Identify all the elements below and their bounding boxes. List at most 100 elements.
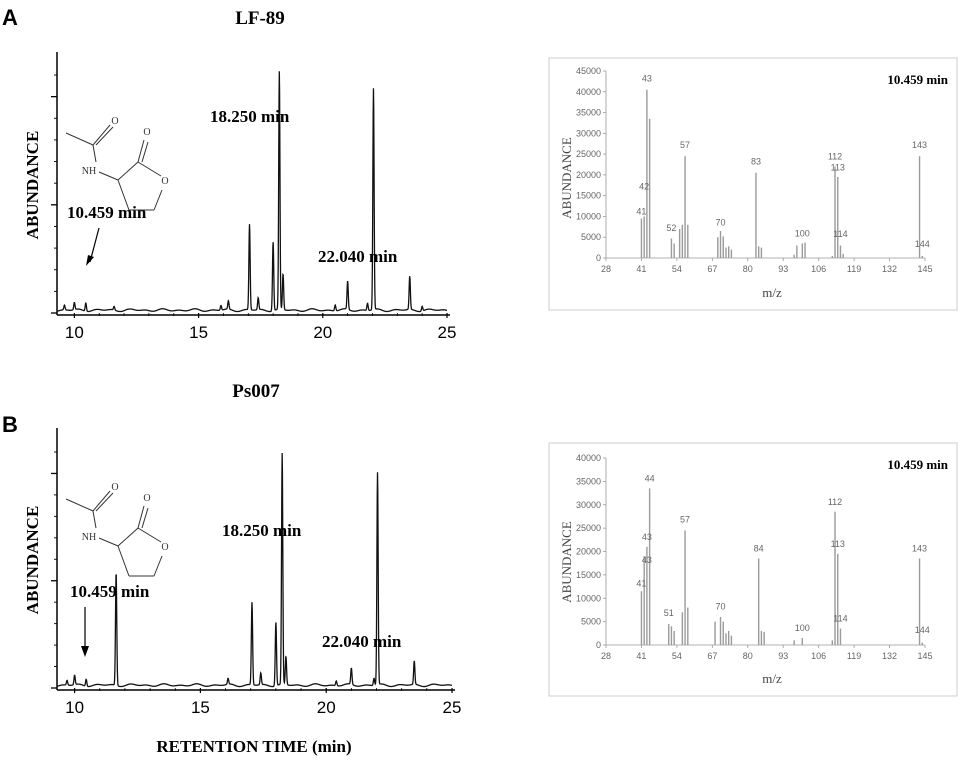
spectrum-b: 0 5000 10000 15000 20000 25000 30000 35000 40000… [576,453,933,661]
molecule-structure-a: O NH O O [65,116,169,211]
structure-atom-o: O [161,542,168,553]
spectrum-b-ytick-label: 30000 [576,500,601,510]
structure-atom-o: O [111,116,118,127]
structure-bond [137,505,145,529]
spectrum-b-peak-label: 43 [642,555,652,565]
spectrum-a-xtick-label: 106 [811,264,826,274]
spectrum-a-xlabel: m/z [762,285,782,300]
structure-atom-o: O [161,176,168,187]
spectrum-a-ytick-label: 10000 [576,211,601,221]
spectrum-a-peak-label: 114 [833,229,847,239]
spectrum-b-xtick-label: 119 [847,651,861,661]
structure-bond [117,545,130,577]
spectrum-b-xtick-label: 41 [636,651,646,661]
spectrum-b-peak-label: 143 [912,544,927,554]
spectrum-a-peak-label: 42 [639,181,649,191]
chromatogram-b-xtick-label: 25 [443,698,462,717]
spectrum-a-ytick-label: 25000 [576,149,601,159]
spectrum-a-title: 10.459 min [887,72,948,87]
spectrum-a-peak-label: 144 [915,239,930,249]
annotation-b-10459: 10.459 min [70,582,150,601]
spectrum-b-ytick-label: 10000 [576,593,601,603]
structure-atom-nh: NH [82,166,96,177]
arrow-b [81,607,89,657]
molecule-structure-b: O NH O O [65,482,169,577]
spectrum-b-xtick-label: 80 [743,651,753,661]
spectrum-a-peak-label: 52 [666,223,676,233]
spectrum-a-ytick-label: 20000 [576,170,601,180]
spectrum-b-peak-label: 100 [795,623,810,633]
spectrum-a-xtick-label: 54 [672,264,682,274]
structure-bond [117,527,139,547]
chromatogram-a-xtick-label: 10 [65,323,84,342]
annotation-a-18250: 18.250 min [210,107,290,126]
structure-bond [153,555,163,577]
structure-bond [98,171,119,181]
spectrum-b-peak-label: 114 [833,614,847,624]
chromatogram-b-xtick-label: 15 [191,698,210,717]
chromatogram-a-xticks: 10 15 20 25 [65,313,457,342]
chromatogram-ylabel-a: ABUNDANCE [23,131,42,240]
spectrum-b-xtick-label: 67 [707,651,717,661]
structure-bond [92,144,97,163]
structure-atom-nh: NH [82,532,96,543]
spectrum-b-xtick-label: 28 [601,651,611,661]
structure-atom-o: O [143,493,150,504]
spectrum-a-xtick-label: 41 [636,264,646,274]
spectrum-b-ytick-label: 20000 [576,547,601,557]
spectrum-b-xtick-label: 132 [882,651,897,661]
spectrum-b-peak-label: 144 [915,625,930,635]
structure-bond [65,498,94,512]
spectrum-a-ytick-label: 40000 [576,87,601,97]
panel-letter-a: A [2,5,18,30]
spectrum-b-peak-label: 44 [645,473,655,483]
spectrum-a-xtick-label: 145 [917,264,932,274]
spectrum-b-peak-label: 112 [828,497,842,507]
spectrum-b-ylabel: ABUNDANCE [559,521,574,603]
spectrum-a-xtick-label: 132 [882,264,897,274]
spectrum-a-ytick-label: 45000 [576,66,601,76]
chromatogram-b-xticks: 10 15 20 25 [65,688,461,717]
chromatogram-xlabel-b: RETENTION TIME (min) [156,737,351,756]
spectrum-a-peak-label: 113 [831,163,845,173]
spectrum-b-ytick-label: 15000 [576,570,601,580]
structure-atom-o: O [111,482,118,493]
spectrum-a-xtick-label: 80 [743,264,753,274]
spectrum-a-peak-label: 83 [751,157,761,167]
spectrum-b-ytick-label: 40000 [576,453,601,463]
spectrum-a-ylabel: ABUNDANCE [559,137,574,219]
structure-bond [117,161,139,181]
structure-bond [98,537,119,547]
chromatogram-title-a: LF-89 [235,8,285,29]
structure-bond [137,161,162,177]
structure-bond [95,126,114,146]
chromatogram-a-xtick-label: 20 [313,323,332,342]
spectrum-a-ytick-label: 15000 [576,191,601,201]
chromatogram-a-trace [56,71,448,313]
spectrum-b-ytick-label: 0 [596,640,601,650]
spectrum-b-xtick-label: 145 [917,651,932,661]
chromatogram-b-xtick-label: 10 [65,698,84,717]
spectrum-b-ytick-label: 5000 [581,617,601,627]
structure-bond [92,124,111,146]
spectrum-b-peak-label: 113 [831,539,845,549]
spectrum-a-xtick-label: 119 [847,264,861,274]
spectrum-a-xtick-label: 67 [707,264,717,274]
spectrum-a: 0 5000 10000 15000 20000 25000 30000 35000 40000… [576,66,933,274]
spectrum-b-ytick-label: 35000 [576,476,601,486]
spectrum-b-frame [548,442,958,697]
spectrum-b-peak-label: 43 [642,532,652,542]
structure-bond [95,492,114,512]
spectrum-b-peak-label: 84 [754,544,764,554]
chromatogram-title-b: Ps007 [232,381,280,402]
chromatogram-a-xtick-label: 15 [189,323,208,342]
spectrum-b-xlabel: m/z [762,671,782,686]
chromatogram-ylabel-b: ABUNDANCE [23,506,42,615]
spectrum-a-xtick-label: 93 [778,264,788,274]
spectrum-a-ytick-label: 30000 [576,128,601,138]
spectrum-a-peak-label: 70 [716,218,726,228]
structure-bond [141,141,149,163]
spectrum-a-peak-label: 57 [680,140,690,150]
chromatogram-a-xtick-label: 25 [438,323,457,342]
